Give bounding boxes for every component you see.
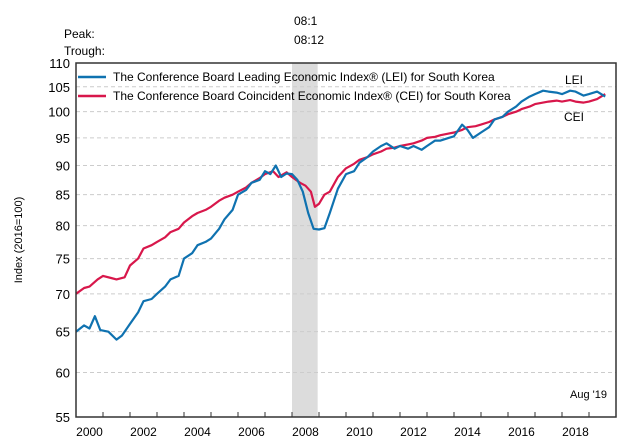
- y-tick-label: 55: [56, 410, 70, 425]
- trough-date: 08:12: [294, 33, 324, 47]
- x-tick-label: 2016: [508, 425, 535, 439]
- peak-date: 08:1: [294, 14, 318, 28]
- y-tick-label: 75: [56, 252, 70, 267]
- plot-frame: [75, 62, 617, 418]
- y-tick-label: 105: [48, 80, 70, 95]
- y-tick-label: 60: [56, 366, 70, 381]
- legend-label-cei: The Conference Board Coincident Economic…: [113, 89, 511, 103]
- legend-label-lei: The Conference Board Leading Economic In…: [113, 70, 495, 84]
- x-tick-label: 2004: [184, 425, 211, 439]
- series-line-cei: [75, 93, 606, 295]
- x-tick-label: 2000: [76, 425, 103, 439]
- x-tick-label: 2018: [562, 425, 589, 439]
- x-tick-label: 2012: [400, 425, 427, 439]
- x-tick-label: 2006: [238, 425, 265, 439]
- y-tick-label: 95: [56, 131, 70, 146]
- peak-label: Peak:: [64, 27, 95, 41]
- x-tick-label: 2014: [454, 425, 481, 439]
- date-stamp: Aug '19: [570, 389, 607, 401]
- x-tick-label: 2002: [130, 425, 157, 439]
- y-tick-label: 90: [56, 158, 70, 173]
- y-axis-label: Index (2016=100): [13, 197, 25, 284]
- x-tick-label: 2008: [292, 425, 319, 439]
- y-tick-label: 70: [56, 287, 70, 302]
- y-tick-label: 110: [49, 56, 70, 71]
- y-tick-label: 65: [56, 325, 70, 340]
- cei-annotation: CEI: [564, 110, 584, 124]
- trough-label: Trough:: [64, 44, 105, 58]
- y-tick-label: 85: [56, 188, 70, 203]
- y-tick-label: 100: [48, 105, 70, 120]
- legend: The Conference Board Leading Economic In…: [78, 70, 511, 103]
- x-tick-label: 2010: [346, 425, 373, 439]
- lei-annotation: LEI: [565, 73, 583, 87]
- y-tick-label: 80: [56, 219, 70, 234]
- series-line-lei: [75, 89, 606, 341]
- recession-shade: [292, 63, 318, 417]
